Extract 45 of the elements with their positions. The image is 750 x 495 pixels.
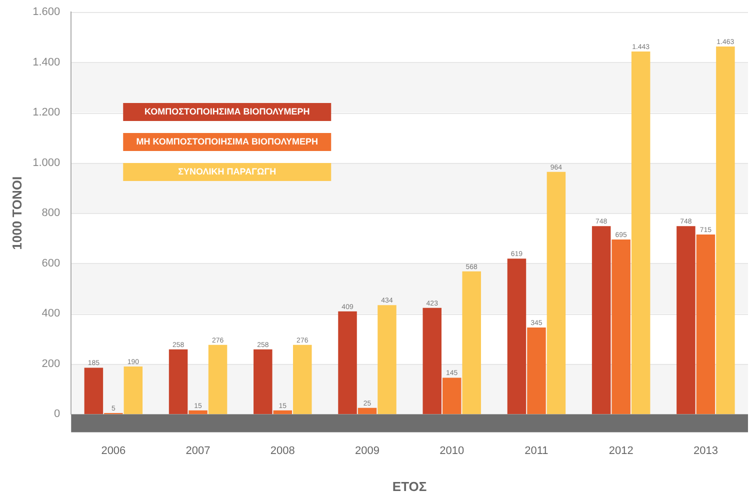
y-tick-label: 1.400 [32, 56, 60, 68]
bar [208, 344, 228, 414]
bar [338, 311, 357, 414]
bar [124, 366, 143, 414]
text: ΜΗ ΚΟΜΠΟΣΤΟΠΟΙΗΣΙΜΑ ΒΙΟΠΟΛΥΜΕΡΗ [136, 136, 318, 146]
bar [527, 327, 546, 414]
x-tick-label: 2012 [608, 444, 634, 457]
bar [442, 378, 462, 414]
x-tick-label: 2010 [440, 444, 464, 457]
bar [358, 408, 377, 414]
x-axis-title: ΕΤΟΣ [392, 478, 427, 494]
y-tick-label: 1.200 [32, 106, 60, 119]
text: ΚΟΜΠΟΣΤΟΠΟΙΗΣΙΜΑ ΒΙΟΠΟΛΥΜΕΡΗ [144, 106, 310, 116]
bar [507, 258, 526, 414]
x-tick-label: 2007 [186, 444, 210, 457]
x-tick-label: 2009 [355, 444, 380, 457]
x-tick-label: 2013 [693, 444, 718, 457]
y-tick-label: 1.600 [32, 6, 60, 18]
bar [676, 226, 696, 414]
bar [168, 349, 188, 414]
y-tick-label: 0 [54, 408, 60, 420]
y-axis-title: 1000 ΤΟΝΟΙ [9, 176, 24, 250]
bar [84, 368, 104, 414]
bar [592, 226, 611, 414]
bar [378, 305, 396, 414]
bar [462, 271, 481, 414]
bar [716, 46, 735, 414]
bar [631, 51, 650, 414]
bar [273, 410, 292, 414]
bar [254, 349, 272, 414]
bar [188, 410, 208, 414]
x-tick-label: 2006 [101, 444, 126, 457]
x-tick-label: 2008 [270, 444, 295, 457]
bar [696, 234, 716, 414]
bar [293, 344, 312, 414]
x-tick-label: 2011 [524, 444, 548, 457]
bar [546, 172, 566, 414]
y-tick-label: 600 [42, 257, 60, 270]
bar [422, 308, 442, 414]
y-tick-label: 1.000 [32, 156, 60, 169]
y-tick-label: 400 [42, 308, 60, 320]
bar [612, 239, 630, 414]
text: ΣΥΝΟΛΙΚΗ ΠΑΡΑΓΩΓΗ [178, 166, 276, 176]
y-tick-label: 800 [42, 207, 60, 220]
y-tick-label: 200 [42, 358, 60, 370]
